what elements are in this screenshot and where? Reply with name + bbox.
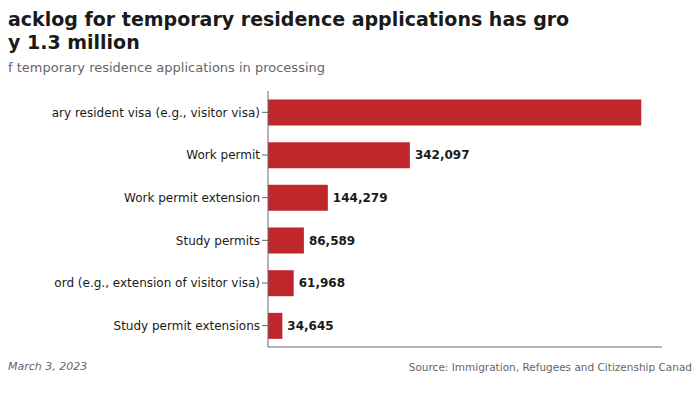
html-text:y 1.3 million: y 1.3 million bbox=[8, 31, 140, 53]
svg-text:ary resident visa (e.g., visit: ary resident visa (e.g., visitor visa) bbox=[52, 106, 260, 120]
svg-text:86,589: 86,589 bbox=[309, 234, 355, 248]
html-text:acklog for temporary residence: acklog for temporary residence applicati… bbox=[8, 8, 570, 30]
html-text:Source: Immigration, Refugees: Source: Immigration, Refugees and Citize… bbox=[408, 361, 692, 373]
svg-text:Work permit: Work permit bbox=[186, 148, 260, 162]
svg-text:342,097: 342,097 bbox=[415, 148, 470, 162]
svg-text:61,968: 61,968 bbox=[299, 276, 345, 290]
svg-text:Study permit extensions: Study permit extensions bbox=[114, 319, 260, 333]
html-text:f temporary residence applicat: f temporary residence applications in pr… bbox=[8, 60, 325, 75]
html-text:March 3, 2023: March 3, 2023 bbox=[8, 360, 88, 373]
svg-text:144,279: 144,279 bbox=[333, 191, 388, 205]
svg-text:Study permits: Study permits bbox=[176, 234, 260, 248]
svg-text:34,645: 34,645 bbox=[287, 319, 333, 333]
svg-text:Work permit extension: Work permit extension bbox=[124, 191, 260, 205]
svg-text:ord (e.g., extension of visito: ord (e.g., extension of visitor visa) bbox=[54, 276, 260, 290]
